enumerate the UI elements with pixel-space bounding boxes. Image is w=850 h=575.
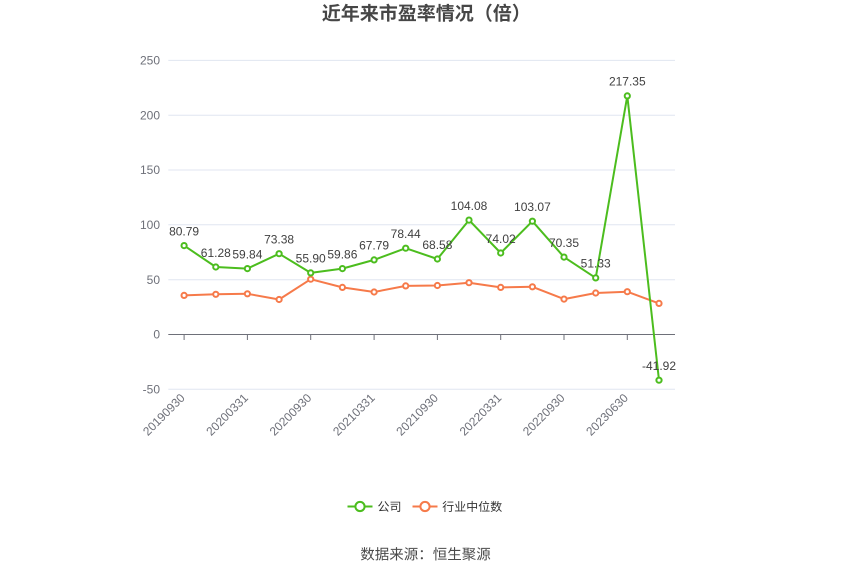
svg-text:0: 0 <box>153 328 160 342</box>
svg-text:20200930: 20200930 <box>267 391 315 439</box>
svg-text:55.90: 55.90 <box>296 252 326 266</box>
svg-text:20190930: 20190930 <box>140 391 188 439</box>
svg-text:217.35: 217.35 <box>609 75 646 89</box>
svg-text:100: 100 <box>140 218 160 232</box>
svg-text:-41.92: -41.92 <box>642 359 676 373</box>
svg-text:50: 50 <box>147 273 161 287</box>
svg-text:59.86: 59.86 <box>327 247 357 261</box>
svg-text:68.58: 68.58 <box>422 238 452 252</box>
svg-text:20210331: 20210331 <box>330 391 378 439</box>
svg-text:51.33: 51.33 <box>581 257 611 271</box>
svg-text:103.07: 103.07 <box>514 200 551 214</box>
svg-text:250: 250 <box>140 54 160 68</box>
svg-text:-50: -50 <box>143 383 161 397</box>
svg-text:104.08: 104.08 <box>451 199 488 213</box>
svg-text:74.02: 74.02 <box>486 232 516 246</box>
svg-text:59.84: 59.84 <box>232 247 262 261</box>
svg-text:150: 150 <box>140 163 160 177</box>
svg-text:20220930: 20220930 <box>520 391 568 439</box>
svg-text:70.35: 70.35 <box>549 236 579 250</box>
svg-text:73.38: 73.38 <box>264 233 294 247</box>
svg-text:78.44: 78.44 <box>391 227 421 241</box>
svg-text:20200331: 20200331 <box>203 391 251 439</box>
svg-text:20230630: 20230630 <box>583 391 631 439</box>
svg-text:61.28: 61.28 <box>201 246 231 260</box>
svg-text:67.79: 67.79 <box>359 239 389 253</box>
svg-text:80.79: 80.79 <box>169 224 199 238</box>
svg-text:20220331: 20220331 <box>457 391 505 439</box>
svg-text:200: 200 <box>140 108 160 122</box>
svg-text:20210930: 20210930 <box>393 391 441 439</box>
